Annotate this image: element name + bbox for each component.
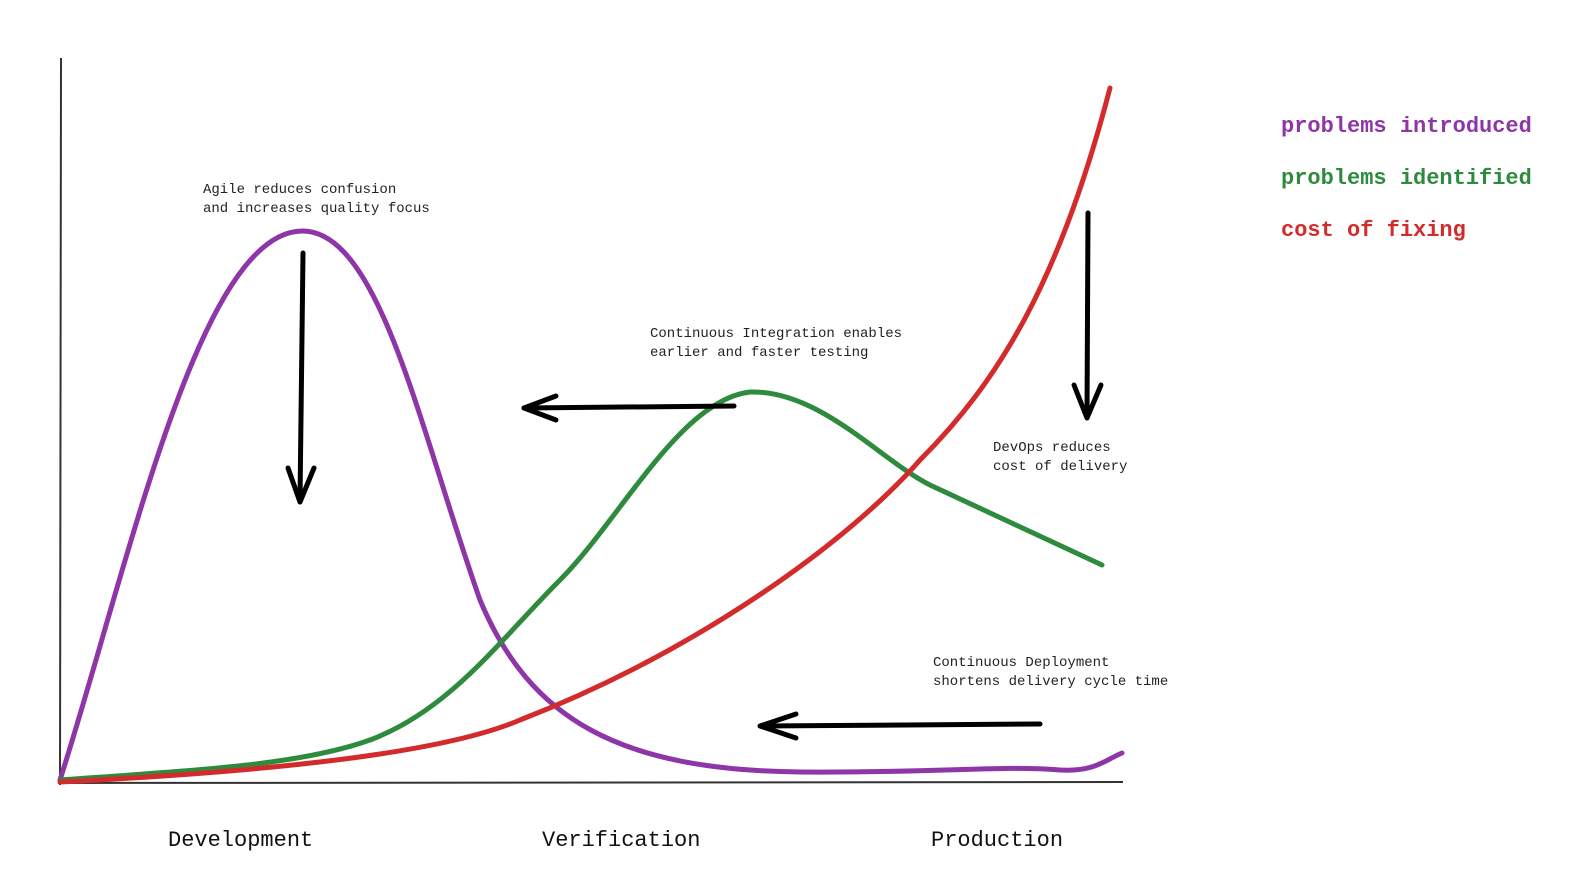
- annotation-line: cost of delivery: [993, 459, 1127, 475]
- curve-cost-of-fixing: [57, 85, 1113, 785]
- arrow-ci: [521, 393, 737, 423]
- annotation-line: earlier and faster testing: [650, 345, 868, 361]
- phase-label: Development: [168, 828, 313, 853]
- annotation-line: Continuous Deployment: [933, 655, 1109, 671]
- phase-label: Verification: [542, 828, 700, 853]
- curve-problems-introduced: [57, 228, 1125, 783]
- x-axis: [57, 781, 1124, 784]
- arrow-cd: [757, 711, 1043, 741]
- curve-problems-identified: [57, 389, 1105, 783]
- annotation-line: DevOps reduces: [993, 440, 1111, 456]
- annotation-line: shortens delivery cycle time: [933, 674, 1168, 690]
- y-axis: [59, 57, 62, 786]
- arrow-agile: [285, 250, 317, 505]
- legend-entry: cost of fixing: [1281, 218, 1466, 243]
- annotation-line: Continuous Integration enables: [650, 326, 902, 342]
- legend-entry: problems identified: [1281, 166, 1532, 191]
- legend-entry: problems introduced: [1281, 114, 1532, 139]
- annotation-line: Agile reduces confusion: [203, 182, 396, 198]
- arrow-devops: [1071, 210, 1104, 421]
- annotation-line: and increases quality focus: [203, 201, 430, 217]
- phase-label: Production: [931, 828, 1063, 853]
